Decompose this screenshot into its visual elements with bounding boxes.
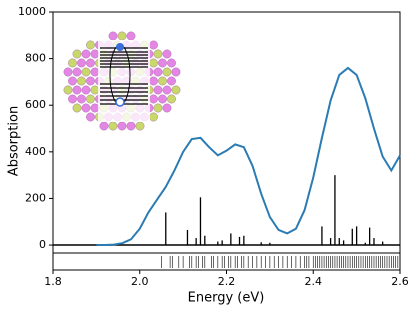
x-axis-label: Energy (eV) xyxy=(188,291,265,306)
inset-atom xyxy=(90,67,100,77)
inset-atom xyxy=(90,103,100,113)
inset-atom xyxy=(167,76,176,86)
inset-atom xyxy=(135,121,145,131)
inset-atom xyxy=(149,94,158,104)
inset-atom xyxy=(86,94,95,104)
inset-atom xyxy=(77,94,86,104)
inset-atom xyxy=(126,31,136,41)
inset-atom xyxy=(99,121,109,131)
y-tick-label: 1000 xyxy=(18,5,46,18)
inset-atom xyxy=(117,31,127,41)
inset-atom xyxy=(90,85,100,95)
inset-atom xyxy=(126,121,136,131)
inset-panel xyxy=(98,40,150,122)
inset-illustration xyxy=(63,31,181,131)
inset-atom xyxy=(167,58,176,68)
inset-atom xyxy=(68,76,77,86)
inset-atom xyxy=(153,67,163,77)
inset-atom xyxy=(167,94,176,104)
y-axis-label: Absorption xyxy=(7,106,22,176)
inset-atom xyxy=(158,58,167,68)
inset-atom xyxy=(81,49,91,59)
inset-atom xyxy=(149,40,158,50)
y-tick-label: 600 xyxy=(25,98,46,111)
inset-atom xyxy=(162,103,172,113)
y-tick-label: 400 xyxy=(25,145,46,158)
inset-atom xyxy=(108,31,118,41)
inset-atom xyxy=(153,49,163,59)
inset-atom xyxy=(77,76,86,86)
inset-atom xyxy=(162,49,172,59)
inset-atom xyxy=(72,85,82,95)
inset-atom xyxy=(72,103,82,113)
inset-atom xyxy=(149,58,158,68)
inset-atom xyxy=(162,67,172,77)
inset-atom xyxy=(72,49,82,59)
inset-atom xyxy=(90,49,100,59)
inset-atom xyxy=(68,94,77,104)
inset-atom xyxy=(158,76,167,86)
x-tick-label: 2.6 xyxy=(391,275,409,288)
x-tick-label: 1.8 xyxy=(44,275,62,288)
inset-atom xyxy=(81,85,91,95)
inset-atom xyxy=(86,40,95,50)
inset-atom xyxy=(108,121,118,131)
x-tick-label: 2.4 xyxy=(305,275,323,288)
inset-atom xyxy=(77,58,86,68)
inset-atom xyxy=(81,103,91,113)
absorption-line xyxy=(96,66,401,247)
inset-atom xyxy=(171,67,181,77)
inset-atom xyxy=(72,67,82,77)
inset-atom xyxy=(86,112,95,122)
inset-hole xyxy=(115,97,125,107)
inset-electron xyxy=(116,43,124,51)
inset-atom xyxy=(63,85,73,95)
y-tick-label: 0 xyxy=(39,238,46,251)
x-tick-label: 2.0 xyxy=(131,275,149,288)
inset-atom xyxy=(86,76,95,86)
inset-atom xyxy=(68,58,77,68)
inset-atom xyxy=(81,67,91,77)
inset-atom xyxy=(162,85,172,95)
inset-atom xyxy=(158,94,167,104)
inset-atom xyxy=(153,103,163,113)
inset-atom xyxy=(149,112,158,122)
x-tick-label: 2.2 xyxy=(218,275,236,288)
inset-atom xyxy=(153,85,163,95)
inset-atom xyxy=(63,67,73,77)
inset-atom xyxy=(149,76,158,86)
inset-atom xyxy=(86,58,95,68)
y-tick-label: 800 xyxy=(25,52,46,65)
inset-atom xyxy=(171,85,181,95)
y-tick-label: 200 xyxy=(25,191,46,204)
inset-atom xyxy=(117,121,127,131)
